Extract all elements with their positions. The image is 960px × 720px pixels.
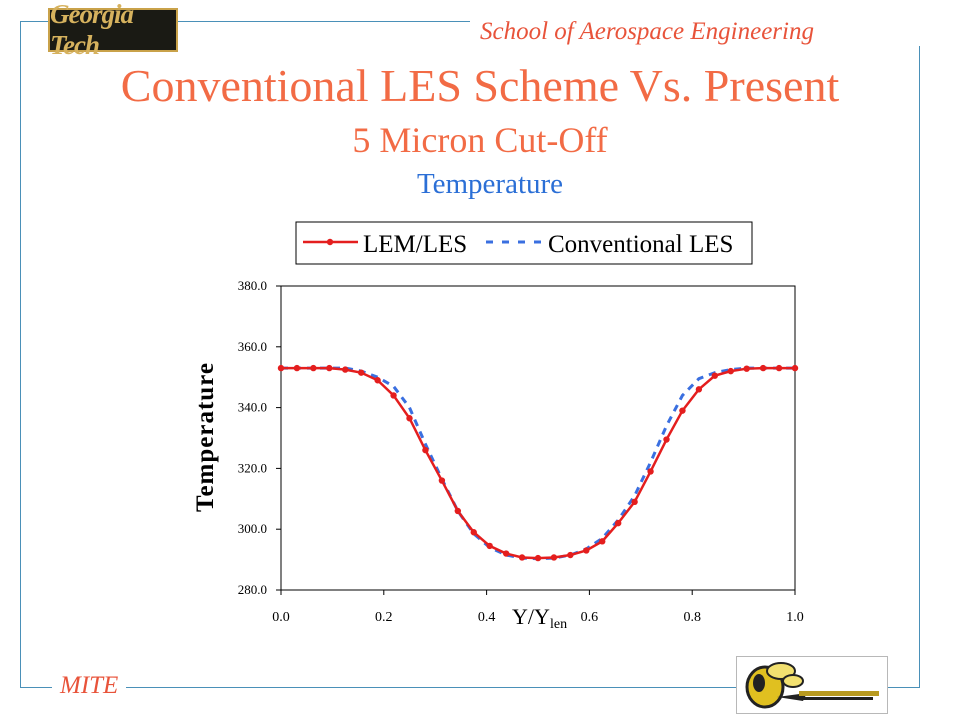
series-point-lem-les [599,538,606,545]
series-point-lem-les [663,436,670,443]
series-point-lem-les [422,446,429,454]
georgia-tech-logo: Georgia Tech [48,0,178,60]
series-point-lem-les [711,372,719,379]
series-line-conventional-les [281,366,795,561]
yellow-jacket-icon [736,656,888,714]
series-point-lem-les [791,364,799,372]
series-point-lem-les [518,554,526,561]
x-tick-label: 0.2 [375,610,393,625]
footer-label: MITE [52,672,127,700]
y-tick-label: 360.0 [238,339,267,354]
series-point-lem-les [342,366,349,373]
legend-label-conventional-les: Conventional LES [548,231,733,258]
y-tick-label: 280.0 [238,582,267,597]
x-axis-label-subscript: len [550,617,567,632]
series-point-lem-les [614,519,622,527]
logo-text: Georgia Tech [50,0,134,60]
x-tick-label: 0.4 [478,610,496,625]
frame-left-line [20,21,21,688]
legend-marker-lem-les [326,238,334,246]
series-point-lem-les [277,364,285,372]
series-point-lem-les [567,551,574,559]
series-point-lem-les [357,369,365,376]
series-point-lem-les [470,529,477,536]
x-tick-label: 0.8 [683,610,701,625]
series-point-lem-les [310,364,317,372]
series-point-lem-les [502,550,510,557]
series-point-lem-les [775,364,783,372]
series-point-lem-les [486,542,493,550]
series-point-lem-les [550,554,558,561]
school-name: School of Aerospace Engineering [470,18,920,46]
slide-subtitle: 5 Micron Cut-Off [352,120,608,160]
x-tick-label: 0.6 [581,610,599,625]
y-axis-label: Temperature [192,362,219,512]
y-tick-label: 300.0 [238,521,267,536]
plot-area [280,285,796,591]
series-point-lem-les [534,554,542,562]
series-point-lem-les [326,364,333,372]
legend-label-lem-les: LEM/LES [363,231,467,258]
frame-bottom-line [20,687,920,688]
x-tick-label: 1.0 [786,610,804,625]
x-tick-label: 0.0 [272,610,290,625]
series-point-lem-les [293,364,301,372]
series-line-lem-les [281,366,795,560]
slide-title: Conventional LES Scheme Vs. Present [120,60,840,111]
chart-caption: Temperature [416,168,564,200]
series-point-lem-les [759,364,767,372]
y-tick-label: 340.0 [238,400,267,415]
series-point-lem-les [743,365,750,372]
x-axis-label: Y/Y [512,604,550,629]
series-point-lem-les [695,386,703,393]
series-point-lem-les [438,477,446,484]
series-point-lem-les [583,547,590,554]
y-tick-label: 380.0 [238,278,267,293]
series-point-lem-les [406,415,413,422]
y-tick-label: 320.0 [238,460,267,475]
series-point-lem-les [647,468,654,475]
series-point-lem-les [631,498,638,506]
series-point-lem-les [454,507,462,515]
frame-right-line [919,21,920,688]
series-point-lem-les [679,407,686,414]
series-point-lem-les [727,367,734,375]
series-point-lem-les [374,377,381,384]
series-point-lem-les [390,392,397,399]
